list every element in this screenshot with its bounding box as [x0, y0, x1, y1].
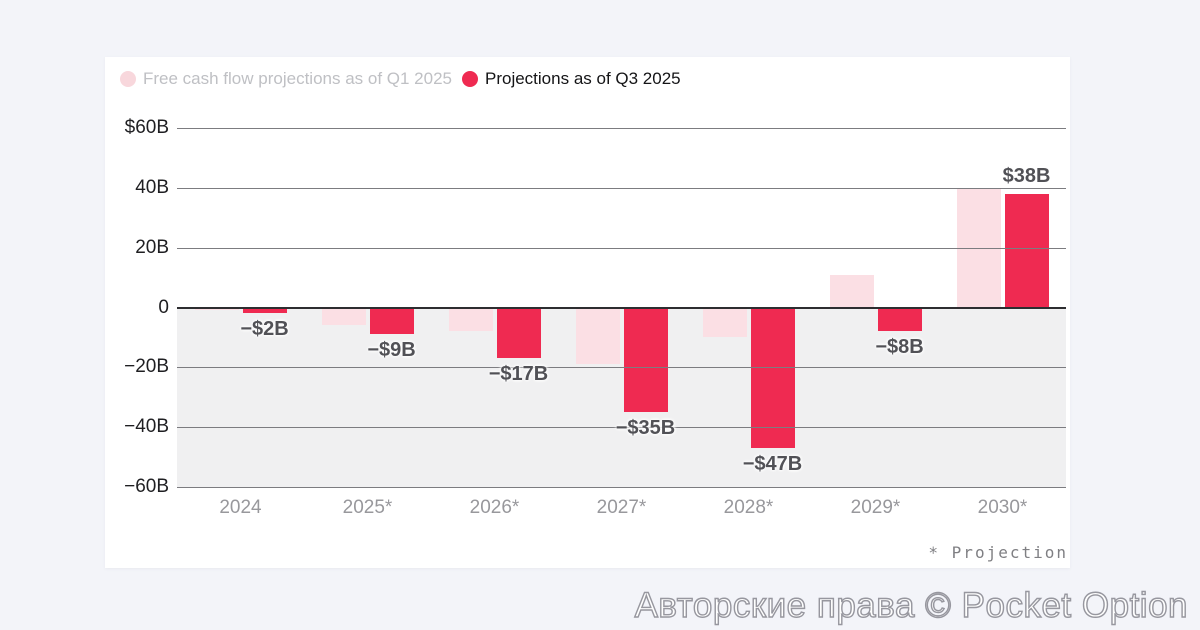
x-tick-label-2029: 2029* [850, 497, 901, 518]
legend: Free cash flow projections as of Q1 2025… [120, 70, 681, 87]
y-tick-label-40: 40B [135, 176, 169, 198]
gridline-40 [177, 187, 1066, 189]
bar-2028-q1 [702, 307, 747, 338]
footnote: * Projection [928, 543, 1068, 562]
value-label-2030: $38B [1002, 164, 1051, 187]
bar-2024-q1 [194, 307, 239, 311]
gridline-0 [177, 306, 1066, 309]
y-tick-label--40: −40B [124, 416, 169, 438]
bar-2030-q3 [1004, 193, 1049, 308]
watermark: Авторские права © Pocket Option [634, 585, 1188, 625]
x-tick-label-2025: 2025* [342, 497, 393, 518]
bar-2026-q1 [448, 307, 493, 332]
y-tick-label--20: −20B [124, 356, 169, 378]
bar-2025-q1 [321, 307, 366, 326]
bar-2025-q3 [369, 307, 414, 335]
gridline-60 [177, 128, 1066, 129]
gridline--40 [177, 427, 1066, 429]
legend-red-dot-icon [462, 70, 478, 87]
bar-2026-q3 [496, 307, 541, 359]
y-tick-label-60: $60B [124, 117, 169, 138]
gridline--60 [177, 487, 1066, 488]
bar-2024-q3 [242, 307, 287, 314]
bar-2029-q3 [877, 307, 922, 332]
legend-label-q1-2025: Free cash flow projections as of Q1 2025 [143, 69, 452, 88]
y-tick-label--60: −60B [124, 476, 169, 497]
x-tick-label-2028: 2028* [723, 497, 774, 518]
negative-region [177, 307, 1066, 487]
value-label-2025: −$9B [367, 339, 416, 362]
value-label-2026: −$17B [488, 363, 549, 386]
gridline-20 [177, 247, 1066, 249]
y-tick-label-0: 0 [158, 296, 169, 318]
chart-card: Free cash flow projections as of Q1 2025… [105, 57, 1070, 568]
x-tick-label-2030: 2030* [977, 497, 1028, 518]
x-tick-label-2027: 2027* [596, 497, 647, 518]
bar-2027-q3 [623, 307, 668, 413]
plot-area: $60B 40B 20B 0 −20B −40B −60B 2024 2025* 2026* 202… [124, 117, 1066, 518]
gridline--20 [177, 367, 1066, 369]
bar-2028-q3 [750, 307, 795, 449]
bar-2027-q1 [575, 307, 620, 365]
x-tick-label-2026: 2026* [469, 497, 520, 518]
legend-item-q1-2025: Free cash flow projections as of Q1 2025 [120, 70, 452, 87]
legend-label-q3-2025: Projections as of Q3 2025 [485, 69, 681, 88]
legend-pink-dot-icon [120, 70, 136, 87]
value-label-2029: −$8B [875, 336, 924, 359]
value-label-2027: −$35B [615, 417, 676, 440]
x-tick-label-2024: 2024 [219, 497, 262, 518]
bar-2029-q1 [829, 274, 874, 308]
legend-item-q3-2025: Projections as of Q3 2025 [462, 70, 681, 87]
y-tick-label-20: 20B [135, 236, 169, 258]
value-label-2028: −$47B [742, 453, 803, 476]
value-label-2024: −$2B [240, 318, 289, 341]
